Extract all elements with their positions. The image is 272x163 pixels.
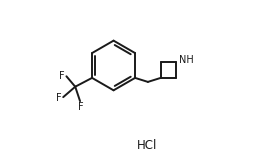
Text: NH: NH (179, 55, 194, 65)
Text: F: F (59, 71, 64, 81)
Text: F: F (55, 93, 61, 103)
Text: HCl: HCl (137, 139, 157, 152)
Text: F: F (78, 102, 83, 112)
